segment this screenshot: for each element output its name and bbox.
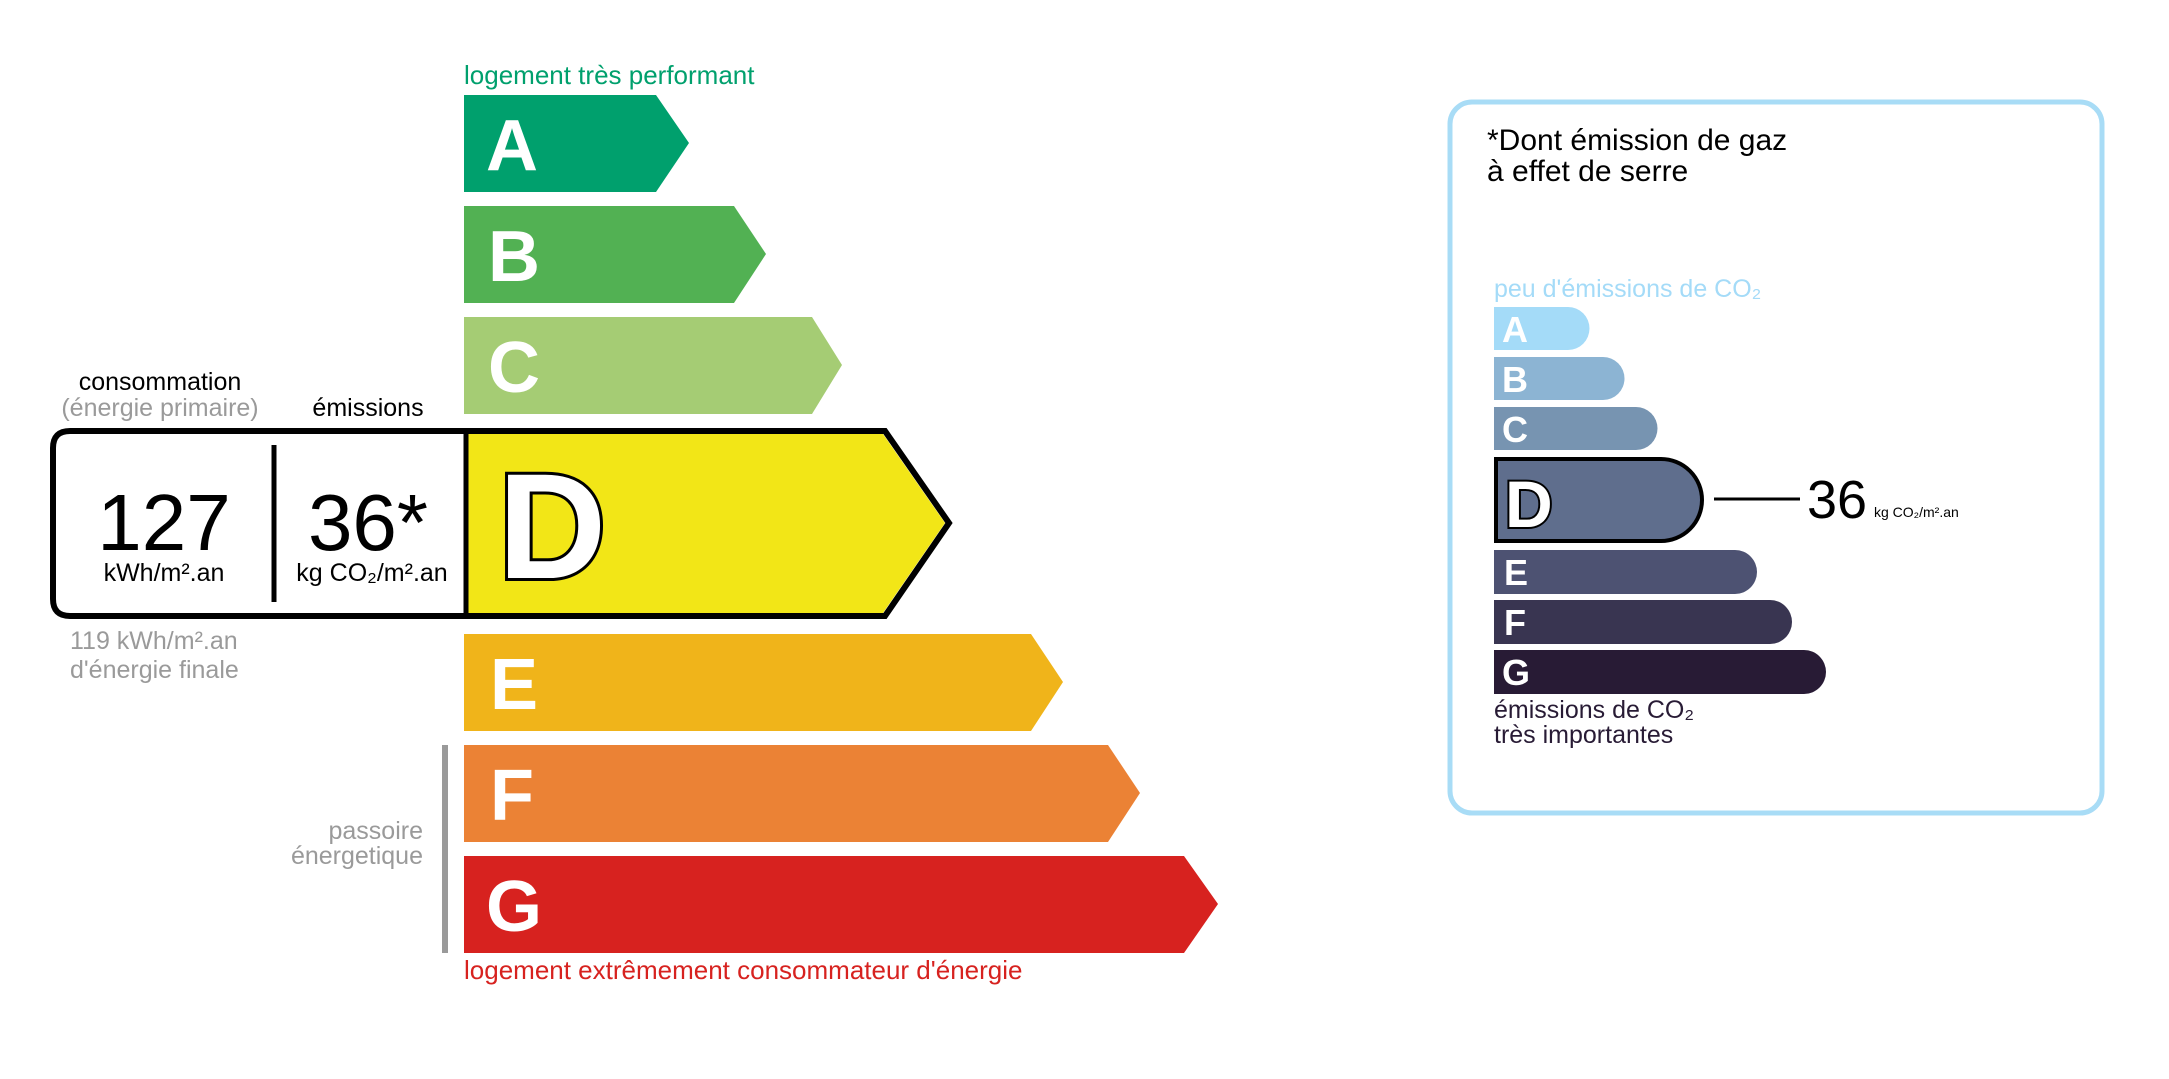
bottom-label: logement extrêmement consommateur d'éner…: [464, 955, 1022, 985]
energy-class-d-current: D 127 kWh/m².an 36* kg CO₂/m².an: [50, 428, 953, 619]
ghg-panel: *Dont émission de gaz à effet de serre p…: [1447, 99, 2105, 816]
ghg-letter-c: C: [1502, 409, 1528, 450]
ghg-bar-c: [1494, 407, 1658, 450]
consumption-unit: kWh/m².an: [104, 559, 225, 587]
ghg-top-label: peu d'émissions de CO₂: [1494, 275, 1761, 303]
emissions-unit: kg CO₂/m².an: [296, 559, 447, 587]
ghg-unit: kg CO₂/m².an: [1874, 504, 1959, 520]
energy-class-a: A: [464, 95, 689, 192]
consumption-label: consommation: [79, 368, 242, 396]
ghg-letter-d: D: [1505, 467, 1553, 541]
ghg-letter-e: E: [1504, 552, 1528, 593]
ghg-value: 36: [1807, 470, 1867, 530]
energy-class-f: F: [464, 745, 1140, 842]
energy-class-e: E: [464, 634, 1063, 731]
energy-bar-a: [464, 95, 689, 192]
ghg-bar-b: [1494, 357, 1625, 400]
ghg-bar-g: [1494, 650, 1826, 694]
emissions-value: 36*: [308, 478, 428, 567]
energy-bar-b: [464, 206, 766, 303]
ghg-bar-a: [1494, 307, 1590, 350]
energy-letter-f: F: [490, 756, 534, 836]
energy-letter-e: E: [490, 645, 538, 725]
ghg-bar-f: [1494, 600, 1792, 644]
energy-class-c: C: [464, 317, 842, 414]
energy-letter-c: C: [488, 328, 540, 408]
energy-letter-d: D: [498, 442, 606, 610]
ghg-bottom-line1: émissions de CO₂: [1494, 696, 1694, 724]
energy-letter-g: G: [486, 867, 542, 947]
energy-bar-c: [464, 317, 842, 414]
final-energy-value: 119 kWh/m².an: [70, 627, 238, 655]
final-energy-label: d'énergie finale: [70, 656, 239, 684]
ghg-bar-e: [1494, 550, 1757, 594]
energy-bar-d: [467, 434, 945, 613]
energy-bar-e: [464, 634, 1063, 731]
ghg-letter-a: A: [1502, 309, 1528, 350]
ghg-bottom-line2: très importantes: [1494, 721, 1673, 749]
energy-class-b: B: [464, 206, 766, 303]
passoire-line1: passoire: [329, 817, 424, 845]
passoire-line2: énergetique: [291, 842, 423, 870]
energy-letter-a: A: [486, 106, 538, 186]
ghg-title-line2: à effet de serre: [1487, 155, 1688, 188]
consumption-sub: (énergie primaire): [61, 394, 258, 422]
energy-bar-g: [464, 856, 1218, 953]
emissions-label: émissions: [312, 394, 423, 422]
energy-letter-b: B: [488, 217, 540, 297]
ghg-letter-g: G: [1502, 652, 1530, 693]
ghg-letter-f: F: [1504, 602, 1526, 643]
ghg-letter-b: B: [1502, 359, 1528, 400]
energy-bar-f: [464, 745, 1140, 842]
ghg-bar-d-current: [1494, 457, 1704, 543]
top-label: logement très performant: [464, 60, 755, 90]
energy-class-g: G: [464, 856, 1218, 953]
ghg-title-line1: *Dont émission de gaz: [1487, 124, 1787, 157]
consumption-value: 127: [97, 478, 230, 567]
